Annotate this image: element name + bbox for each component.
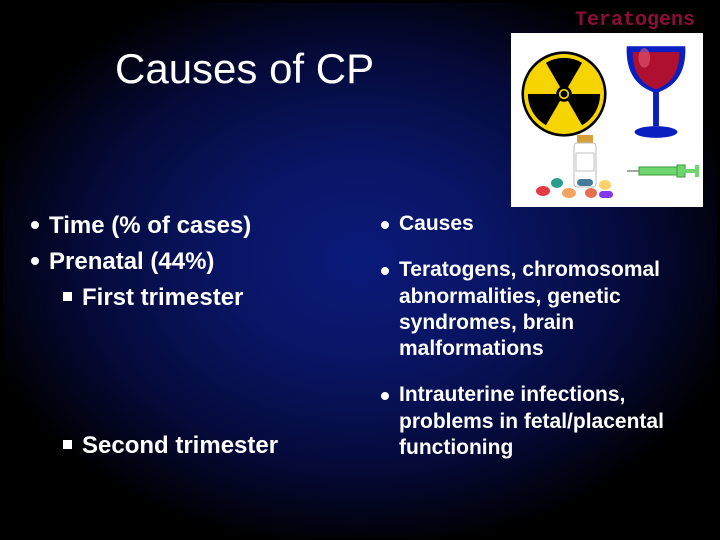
bullet-square-icon [63, 440, 72, 449]
bullet-text: Teratogens, chromosomal abnormalities, g… [399, 257, 701, 362]
radiation-trefoil-icon [521, 51, 607, 137]
bullet-text: Time (% of cases) [49, 211, 251, 241]
bullet-square-icon [63, 292, 72, 301]
bullet-dot-icon [31, 257, 39, 265]
bullet-text: First trimester [82, 283, 243, 313]
bullet-level1: Prenatal (44%) [31, 247, 351, 277]
pills-icon [533, 169, 621, 201]
bullet-level1: Teratogens, chromosomal abnormalities, g… [381, 257, 701, 362]
teratogens-caption: Teratogens [575, 9, 695, 32]
bullet-level1: Time (% of cases) [31, 211, 351, 241]
bullet-dot-icon [381, 267, 389, 275]
bullet-level1: Causes [381, 211, 701, 237]
spacer [31, 375, 351, 431]
bullet-dot-icon [31, 221, 39, 229]
bullet-text: Prenatal (44%) [49, 247, 214, 277]
bullet-dot-icon [381, 392, 389, 400]
bullet-text: Intrauterine infections, problems in fet… [399, 382, 701, 461]
bullet-level1: Intrauterine infections, problems in fet… [381, 382, 701, 461]
spacer [381, 243, 701, 257]
bullet-level2: Second trimester [63, 431, 351, 461]
wine-glass-icon [617, 39, 695, 149]
bullet-text: Causes [399, 211, 474, 237]
bullet-text: Second trimester [82, 431, 278, 461]
page-title: Causes of CP [115, 45, 374, 93]
syringe-icon [627, 159, 707, 183]
bullet-level2: First trimester [63, 283, 351, 313]
left-column: Time (% of cases) Prenatal (44%) First t… [31, 211, 351, 467]
slide: Teratogens Causes of CP [0, 0, 720, 540]
bullet-dot-icon [381, 221, 389, 229]
spacer [31, 319, 351, 375]
right-column: Causes Teratogens, chromosomal abnormali… [381, 211, 701, 467]
spacer [381, 368, 701, 382]
teratogens-image [511, 33, 703, 207]
